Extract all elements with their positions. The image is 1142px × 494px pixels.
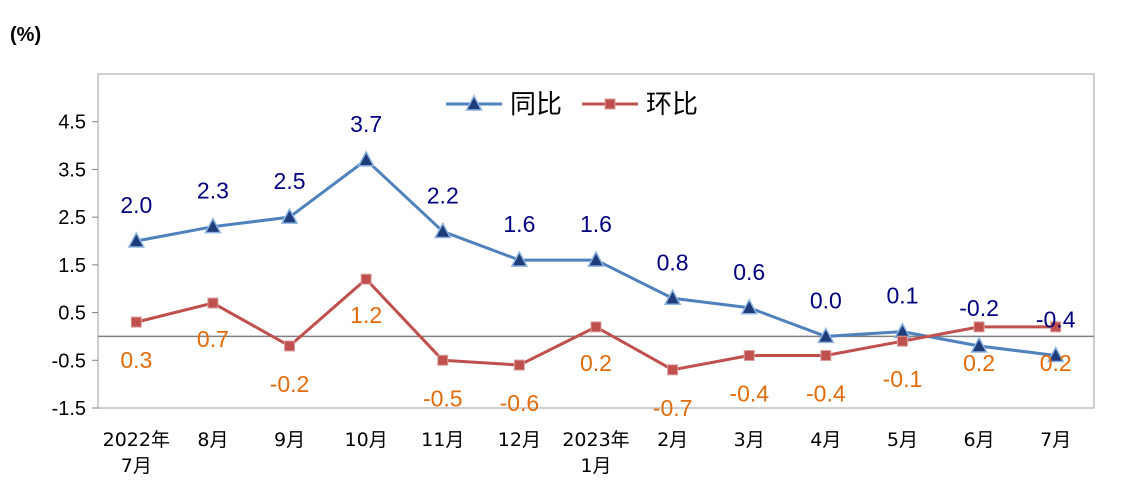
legend-label: 环比 (646, 90, 698, 120)
x-tick-label: 12月 (498, 429, 541, 451)
x-tick-label: 2022年 7月 (103, 429, 170, 477)
mom-data-label: -0.2 (270, 371, 310, 397)
yoy-data-label: 2.0 (120, 192, 152, 218)
yoy-data-label: 0.6 (733, 259, 765, 285)
x-tick-label: 8月 (197, 429, 228, 451)
mom-data-label: 1.2 (350, 302, 382, 328)
mom-data-label: -0.6 (500, 390, 540, 416)
mom-data-label: -0.7 (653, 395, 693, 421)
mom-point (896, 335, 908, 347)
mom-point (437, 354, 449, 366)
x-tick-label: 2023年 1月 (562, 429, 629, 477)
mom-point (820, 350, 832, 362)
yoy-data-label: -0.4 (1036, 307, 1076, 333)
mom-point (667, 364, 679, 376)
yoy-point (587, 250, 605, 267)
yoy-data-label: 1.6 (503, 211, 535, 237)
y-tick-label: 3.5 (58, 159, 86, 181)
mom-data-label: -0.4 (729, 381, 769, 407)
legend-triangle-marker (465, 94, 483, 111)
mom-point (1050, 321, 1062, 333)
mom-data-label: 0.2 (580, 350, 612, 376)
yoy-data-label: 3.7 (350, 111, 382, 137)
y-tick-label: 0.5 (58, 303, 86, 325)
x-tick-label: 9月 (274, 429, 305, 451)
mom-data-label: -0.5 (423, 385, 463, 411)
x-tick-label: 10月 (345, 429, 388, 451)
mom-data-label: 0.2 (1040, 350, 1072, 376)
yoy-point (280, 207, 299, 224)
mom-point (284, 340, 296, 352)
mom-point (130, 316, 142, 328)
yoy-point (510, 250, 529, 267)
yoy-data-label: 0.0 (810, 287, 842, 313)
x-tick-label: 5月 (887, 429, 918, 451)
yoy-point (970, 336, 988, 353)
yoy-point (817, 326, 835, 344)
yoy-point (663, 288, 682, 306)
y-axis-unit-label: (%) (10, 24, 41, 46)
mom-data-label: 0.3 (120, 347, 152, 373)
mom-data-label: -0.4 (806, 381, 846, 407)
x-tick-label: 11月 (421, 429, 464, 451)
x-tick-label: 4月 (810, 429, 841, 451)
mom-point (973, 321, 985, 333)
mom-point (513, 359, 525, 371)
mom-point (743, 350, 755, 362)
x-tick-label: 7月 (1040, 429, 1071, 451)
y-tick-label: 2.5 (58, 207, 86, 229)
yoy-point (740, 298, 758, 315)
mom-point (360, 273, 372, 285)
mom-data-label: 0.7 (197, 326, 229, 352)
y-tick-label: -0.5 (52, 350, 86, 372)
legend: 同比 环比 (446, 90, 698, 120)
yoy-data-label: 1.6 (580, 211, 612, 237)
x-tick-label: 2月 (657, 429, 688, 451)
yoy-point (434, 221, 452, 239)
legend-label: 同比 (510, 90, 562, 120)
yoy-point (357, 150, 375, 167)
mom-data-label: 0.2 (963, 350, 995, 376)
mom-data-label: -0.1 (883, 366, 923, 392)
yoy-data-label: 0.8 (657, 249, 689, 275)
yoy-data-label: -0.2 (959, 295, 999, 321)
legend-square-marker (604, 98, 616, 110)
mom-point (590, 321, 602, 333)
mom-point (207, 297, 219, 309)
yoy-data-label: 0.1 (886, 283, 918, 309)
yoy-data-label: 2.5 (274, 168, 306, 194)
y-tick-label: 1.5 (58, 255, 86, 277)
x-tick-label: 6月 (964, 429, 995, 451)
yoy-data-label: 2.2 (427, 182, 459, 208)
x-tick-label: 3月 (734, 429, 765, 451)
yoy-data-label: 2.3 (197, 178, 229, 204)
plot-area (97, 73, 1095, 409)
yoy-point (127, 231, 146, 248)
yoy-point (1046, 345, 1065, 363)
y-tick-label: -1.5 (52, 398, 86, 420)
yoy-point (204, 217, 222, 234)
y-tick-label: 4.5 (58, 112, 86, 134)
